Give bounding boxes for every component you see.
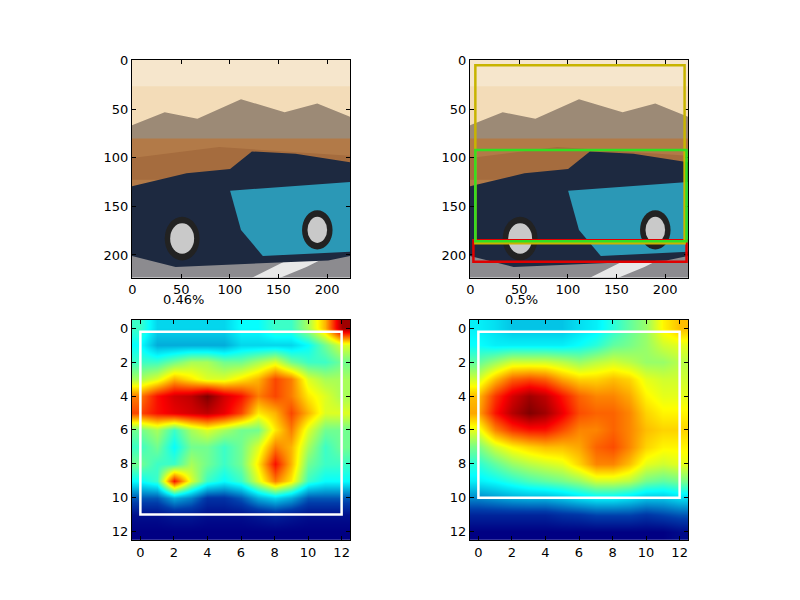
svg-text:12: 12	[671, 545, 688, 560]
svg-text:150: 150	[266, 282, 291, 297]
svg-text:4: 4	[120, 389, 128, 404]
svg-text:10: 10	[300, 545, 317, 560]
svg-text:6: 6	[458, 422, 466, 437]
svg-text:0: 0	[128, 282, 136, 297]
svg-text:50: 50	[173, 282, 190, 297]
svg-text:0: 0	[458, 321, 466, 336]
svg-text:0: 0	[120, 321, 128, 336]
svg-text:8: 8	[270, 545, 278, 560]
svg-text:150: 150	[442, 199, 467, 214]
svg-text:10: 10	[450, 490, 467, 505]
svg-text:50: 50	[112, 102, 129, 117]
svg-text:200: 200	[442, 248, 467, 263]
svg-text:50: 50	[450, 102, 467, 117]
svg-text:2: 2	[170, 545, 178, 560]
svg-text:2: 2	[508, 545, 516, 560]
svg-text:0: 0	[458, 53, 466, 68]
svg-text:200: 200	[653, 282, 678, 297]
svg-text:6: 6	[237, 545, 245, 560]
svg-text:100: 100	[555, 282, 580, 297]
svg-text:8: 8	[608, 545, 616, 560]
svg-text:0: 0	[136, 545, 144, 560]
svg-text:10: 10	[112, 490, 129, 505]
svg-text:150: 150	[104, 199, 129, 214]
svg-text:200: 200	[315, 282, 340, 297]
svg-text:0: 0	[120, 53, 128, 68]
svg-text:100: 100	[104, 150, 129, 165]
svg-text:100: 100	[217, 282, 242, 297]
svg-text:12: 12	[333, 545, 350, 560]
svg-text:10: 10	[638, 545, 655, 560]
svg-text:8: 8	[458, 456, 466, 471]
svg-text:0.46%: 0.46%	[163, 292, 204, 307]
svg-text:0: 0	[466, 282, 474, 297]
svg-text:200: 200	[104, 248, 129, 263]
svg-text:6: 6	[575, 545, 583, 560]
svg-text:4: 4	[458, 389, 466, 404]
svg-text:150: 150	[604, 282, 629, 297]
svg-text:4: 4	[203, 545, 211, 560]
svg-text:8: 8	[120, 456, 128, 471]
svg-text:100: 100	[442, 150, 467, 165]
svg-text:6: 6	[120, 422, 128, 437]
svg-text:12: 12	[450, 524, 467, 539]
svg-text:2: 2	[458, 355, 466, 370]
svg-text:0: 0	[474, 545, 482, 560]
svg-text:50: 50	[511, 282, 528, 297]
svg-text:0.5%: 0.5%	[505, 292, 538, 307]
svg-text:2: 2	[120, 355, 128, 370]
svg-text:4: 4	[541, 545, 549, 560]
svg-text:12: 12	[112, 524, 129, 539]
